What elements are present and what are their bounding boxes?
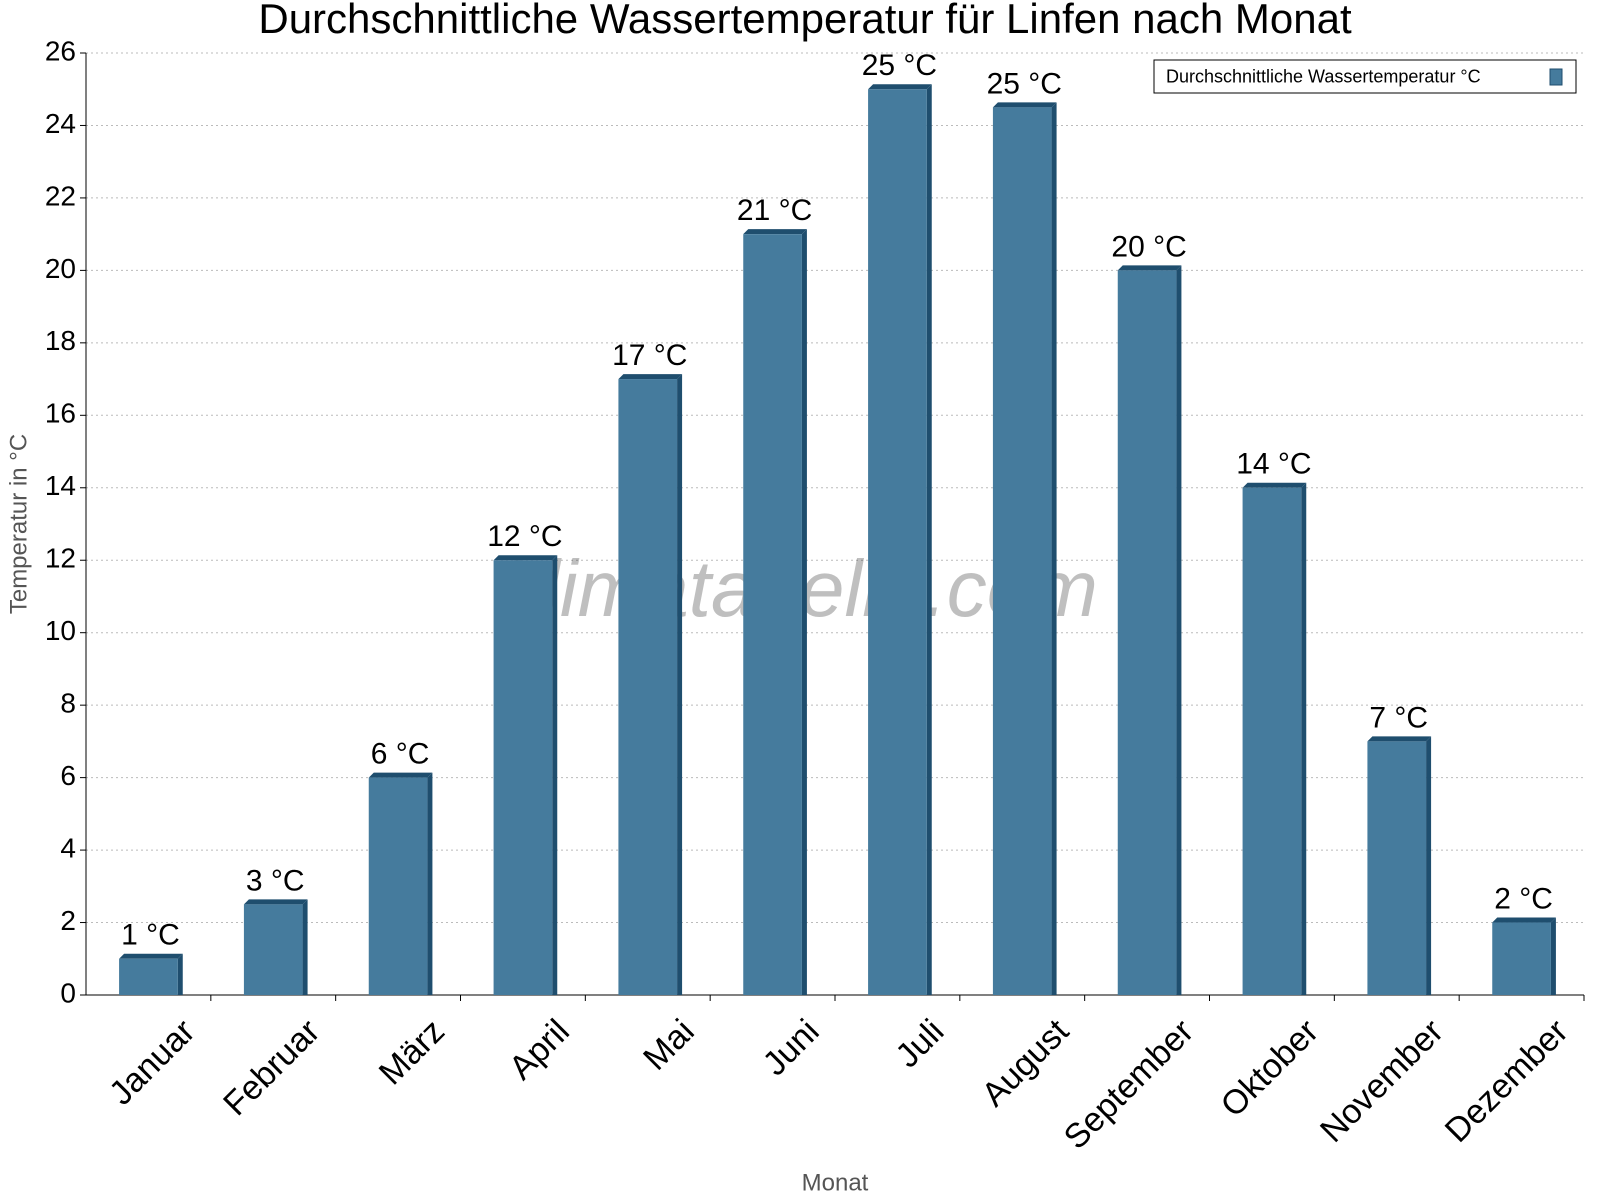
bar-side <box>1176 265 1182 995</box>
y-axis-label: Temperatur in °C <box>5 434 32 614</box>
y-tick-label: 20 <box>45 253 76 284</box>
bar-side <box>302 899 308 995</box>
bar-top <box>243 899 308 905</box>
bar-top <box>119 953 183 959</box>
value-label: 21 °C <box>737 194 812 227</box>
value-label: 14 °C <box>1236 448 1311 481</box>
value-label: 7 °C <box>1369 701 1428 734</box>
bar-side <box>1550 917 1556 995</box>
y-tick-label: 4 <box>60 832 76 863</box>
x-tick-label: Dezember <box>1438 1012 1576 1150</box>
bar <box>1492 922 1551 995</box>
bar-side <box>801 229 807 996</box>
value-label: 20 °C <box>1111 230 1186 263</box>
y-tick-label: 14 <box>45 470 76 501</box>
bar <box>1117 270 1177 995</box>
value-label: 1 °C <box>121 919 180 952</box>
x-tick-label: Oktober <box>1214 1012 1326 1124</box>
bar-side <box>1301 482 1307 995</box>
bar <box>368 777 428 995</box>
y-tick-label: 10 <box>45 615 76 646</box>
value-label: 6 °C <box>371 738 430 771</box>
bar-top <box>992 102 1057 108</box>
y-tick-label: 16 <box>45 398 76 429</box>
bar-top <box>868 84 932 90</box>
y-tick-label: 12 <box>45 543 76 574</box>
y-tick-label: 6 <box>60 760 76 791</box>
y-tick-label: 18 <box>45 325 76 356</box>
bar-top <box>493 555 558 561</box>
x-tick-label: Juni <box>756 1012 827 1083</box>
y-tick-label: 2 <box>60 905 76 936</box>
bar <box>868 89 927 995</box>
x-tick-label: Juli <box>888 1012 951 1075</box>
value-label: 17 °C <box>612 339 687 372</box>
x-tick-label: November <box>1313 1012 1451 1150</box>
bar-top <box>618 374 683 380</box>
bar-side <box>177 953 183 995</box>
chart-title: Durchschnittliche Wassertemperatur für L… <box>258 0 1352 42</box>
x-tick-label: August <box>975 1012 1077 1114</box>
bar-side <box>552 555 558 995</box>
bar-top <box>1492 917 1556 923</box>
value-label: 25 °C <box>987 67 1062 100</box>
value-label: 25 °C <box>862 49 937 82</box>
value-label: 2 °C <box>1494 882 1553 915</box>
legend-box <box>1153 59 1577 94</box>
bar-side <box>1426 736 1432 995</box>
y-tick-label: 0 <box>60 977 76 1008</box>
bar <box>743 234 802 996</box>
bar <box>493 560 553 995</box>
y-tick-label: 22 <box>45 180 76 211</box>
x-tick-label: März <box>372 1012 452 1092</box>
bar <box>119 958 178 995</box>
bar-top <box>1367 736 1432 742</box>
x-axis-label: Monat <box>802 1169 869 1196</box>
x-tick-label: Mai <box>636 1012 702 1078</box>
y-tick-label: 26 <box>45 35 76 66</box>
bar <box>243 904 303 995</box>
x-tick-label: September <box>1057 1012 1201 1156</box>
bar-top <box>743 229 807 235</box>
bar-side <box>926 84 932 995</box>
legend-swatch <box>1549 68 1563 86</box>
legend-label: Durchschnittliche Wassertemperatur °C <box>1166 66 1481 86</box>
bar-side <box>677 374 683 996</box>
bar-side <box>427 772 433 995</box>
bar <box>992 107 1052 996</box>
bar <box>1367 741 1427 995</box>
bar <box>618 379 678 996</box>
value-label: 12 °C <box>487 520 562 553</box>
x-tick-label: April <box>502 1012 577 1087</box>
y-tick-label: 8 <box>60 688 76 719</box>
x-tick-label: Februar <box>216 1012 327 1123</box>
y-tick-label: 24 <box>45 108 76 139</box>
bar-side <box>1051 102 1057 996</box>
bar <box>1242 487 1302 995</box>
bar-top <box>368 772 433 778</box>
bar-top <box>1242 482 1307 488</box>
x-tick-label: Januar <box>102 1012 202 1112</box>
bar-top <box>1117 265 1182 271</box>
value-label: 3 °C <box>246 864 305 897</box>
